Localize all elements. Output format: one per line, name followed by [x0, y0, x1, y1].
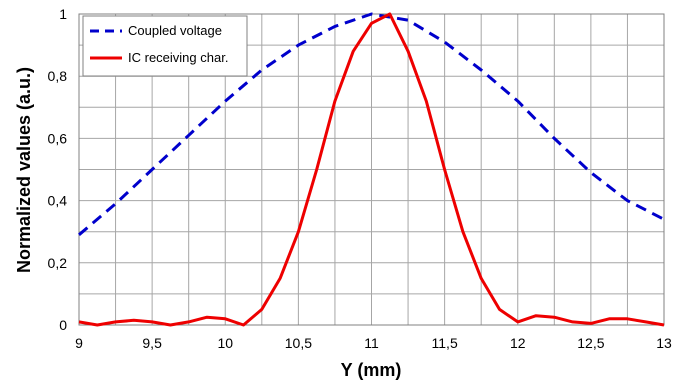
x-tick-label: 9,5: [142, 335, 162, 351]
x-tick-label: 11: [364, 335, 379, 351]
series-line-2: [78, 12, 665, 327]
y-tick-label: 0,4: [48, 193, 68, 209]
series-line-1: [78, 12, 665, 236]
x-tick-label: 10,5: [285, 335, 312, 351]
x-tick-label: 9: [75, 335, 83, 351]
y-axis-label: Normalized values (a.u.): [14, 67, 34, 273]
x-tick-label: 12: [510, 335, 526, 351]
x-axis-label: Y (mm): [341, 360, 402, 380]
legend-box: [82, 15, 248, 77]
y-tick-label: 0,8: [48, 68, 68, 84]
legend-label-1: Coupled voltage: [128, 23, 222, 38]
x-tick-label: 12,5: [577, 335, 604, 351]
y-tick-label: 0: [59, 317, 67, 333]
y-tick-label: 0,6: [48, 130, 68, 146]
x-axis-tick-labels: 9 9,5 10 10,5 11 11,5 12 12,5 13: [75, 335, 672, 351]
y-tick-label: 0,2: [48, 255, 68, 271]
legend: Coupled voltage IC receiving char.: [82, 15, 248, 77]
x-tick-label: 11,5: [432, 335, 458, 351]
series-layer: [78, 12, 665, 327]
y-tick-label: 1: [59, 6, 67, 22]
y-axis-tick-labels: 0 0,2 0,4 0,6 0,8 1: [48, 6, 68, 333]
x-tick-label: 10: [217, 335, 233, 351]
legend-label-2: IC receiving char.: [128, 50, 228, 65]
x-tick-label: 13: [656, 335, 672, 351]
